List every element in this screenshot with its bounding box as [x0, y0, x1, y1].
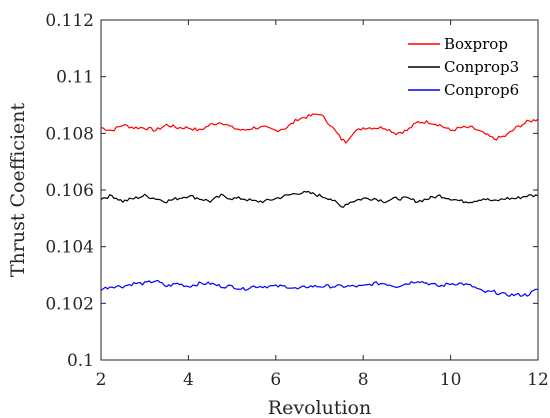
x-tick-label: 2 — [96, 370, 107, 390]
y-tick-label: 0.1 — [67, 351, 94, 371]
x-tick-label: 10 — [440, 370, 462, 390]
series-line-conprop3 — [100, 190, 539, 208]
legend-label: Boxprop — [444, 35, 508, 53]
x-axis-title: Revolution — [268, 397, 371, 418]
series-line-boxprop — [100, 113, 539, 144]
legend-label: Conprop3 — [444, 58, 519, 76]
y-tick-label: 0.106 — [45, 181, 94, 201]
x-tick-label: 12 — [527, 370, 549, 390]
y-tick-label: 0.102 — [45, 294, 94, 314]
legend-label: Conprop6 — [444, 81, 519, 99]
series-layer — [100, 113, 539, 297]
legend: Boxprop Conprop3 Conprop6 — [408, 35, 519, 99]
x-tick-label: 6 — [270, 370, 281, 390]
y-tick-label: 0.11 — [56, 68, 94, 88]
y-axis-title: Thrust Coefficient — [7, 102, 29, 277]
y-tick-label: 0.108 — [45, 124, 94, 144]
x-tick-label: 4 — [183, 370, 194, 390]
ticks-layer: 2 4 6 8 10 12 0.1 0.102 0.104 0.106 0.108 0.11 0.112 — [45, 11, 548, 390]
y-tick-label: 0.112 — [45, 11, 94, 31]
x-tick-label: 8 — [358, 370, 369, 390]
series-line-conprop6 — [100, 279, 539, 297]
y-tick-label: 0.104 — [45, 238, 94, 258]
